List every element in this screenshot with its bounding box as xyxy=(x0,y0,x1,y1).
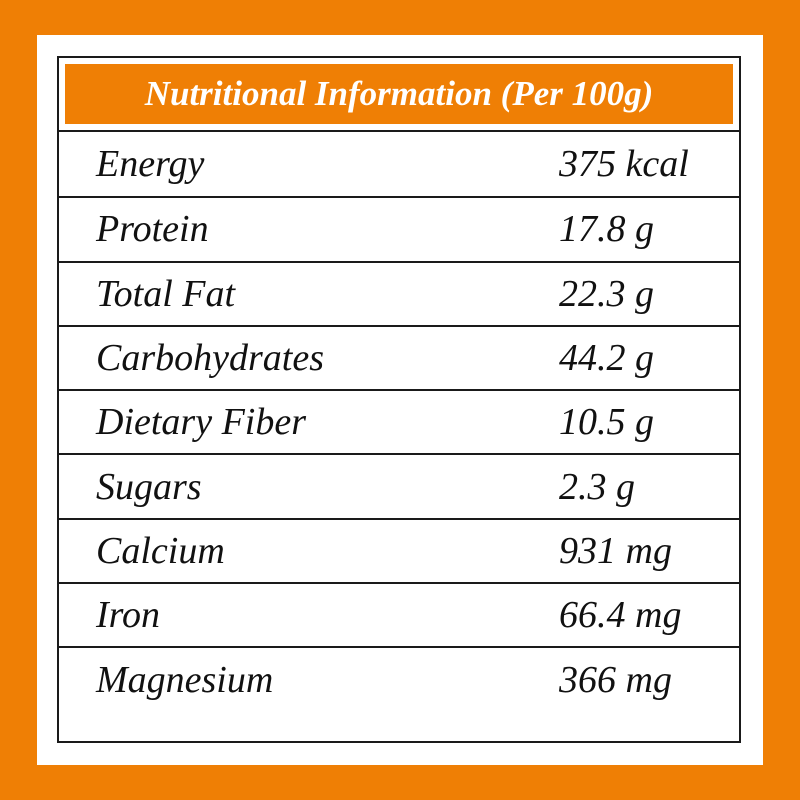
nutrient-value: 10.5 g xyxy=(559,401,654,444)
table-title: Nutritional Information (Per 100g) xyxy=(144,74,654,113)
nutrient-row-carbohydrates: Carbohydrates 44.2 g xyxy=(59,324,739,389)
nutrient-label: Iron xyxy=(96,594,161,637)
nutrient-value: 22.3 g xyxy=(559,272,654,315)
header-divider xyxy=(59,130,739,132)
nutrient-row-iron: Iron 66.4 mg xyxy=(59,582,739,646)
nutrition-card: Nutritional Information (Per 100g) Energ… xyxy=(37,35,763,765)
nutrient-row-magnesium: Magnesium 366 mg xyxy=(59,646,739,710)
nutrient-label: Sugars xyxy=(96,465,202,508)
nutrient-label: Calcium xyxy=(96,529,225,572)
nutrient-row-energy: Energy 375 kcal xyxy=(59,132,739,196)
nutrient-label: Protein xyxy=(96,208,209,251)
nutrient-value: 44.2 g xyxy=(559,337,654,380)
nutrition-table: Nutritional Information (Per 100g) Energ… xyxy=(57,56,741,743)
nutrient-value: 66.4 mg xyxy=(559,594,682,637)
nutrient-row-dietary-fiber: Dietary Fiber 10.5 g xyxy=(59,389,739,453)
nutrient-label: Energy xyxy=(96,143,205,186)
nutrient-value: 931 mg xyxy=(559,529,672,572)
nutrient-label: Magnesium xyxy=(96,658,274,701)
nutrient-rows: Energy 375 kcal Protein 17.8 g Total Fat… xyxy=(59,132,739,711)
nutrient-value: 375 kcal xyxy=(559,143,689,186)
nutrient-row-sugars: Sugars 2.3 g xyxy=(59,453,739,517)
nutrient-value: 17.8 g xyxy=(559,208,654,251)
table-header: Nutritional Information (Per 100g) xyxy=(63,62,735,126)
nutrient-value: 366 mg xyxy=(559,658,672,701)
nutrient-row-calcium: Calcium 931 mg xyxy=(59,517,739,582)
nutrient-row-total-fat: Total Fat 22.3 g xyxy=(59,260,739,325)
nutrient-label: Carbohydrates xyxy=(96,337,324,380)
nutrient-value: 2.3 g xyxy=(559,465,635,508)
nutrient-row-protein: Protein 17.8 g xyxy=(59,196,739,260)
nutrient-label: Total Fat xyxy=(96,272,236,315)
nutrient-label: Dietary Fiber xyxy=(96,401,307,444)
